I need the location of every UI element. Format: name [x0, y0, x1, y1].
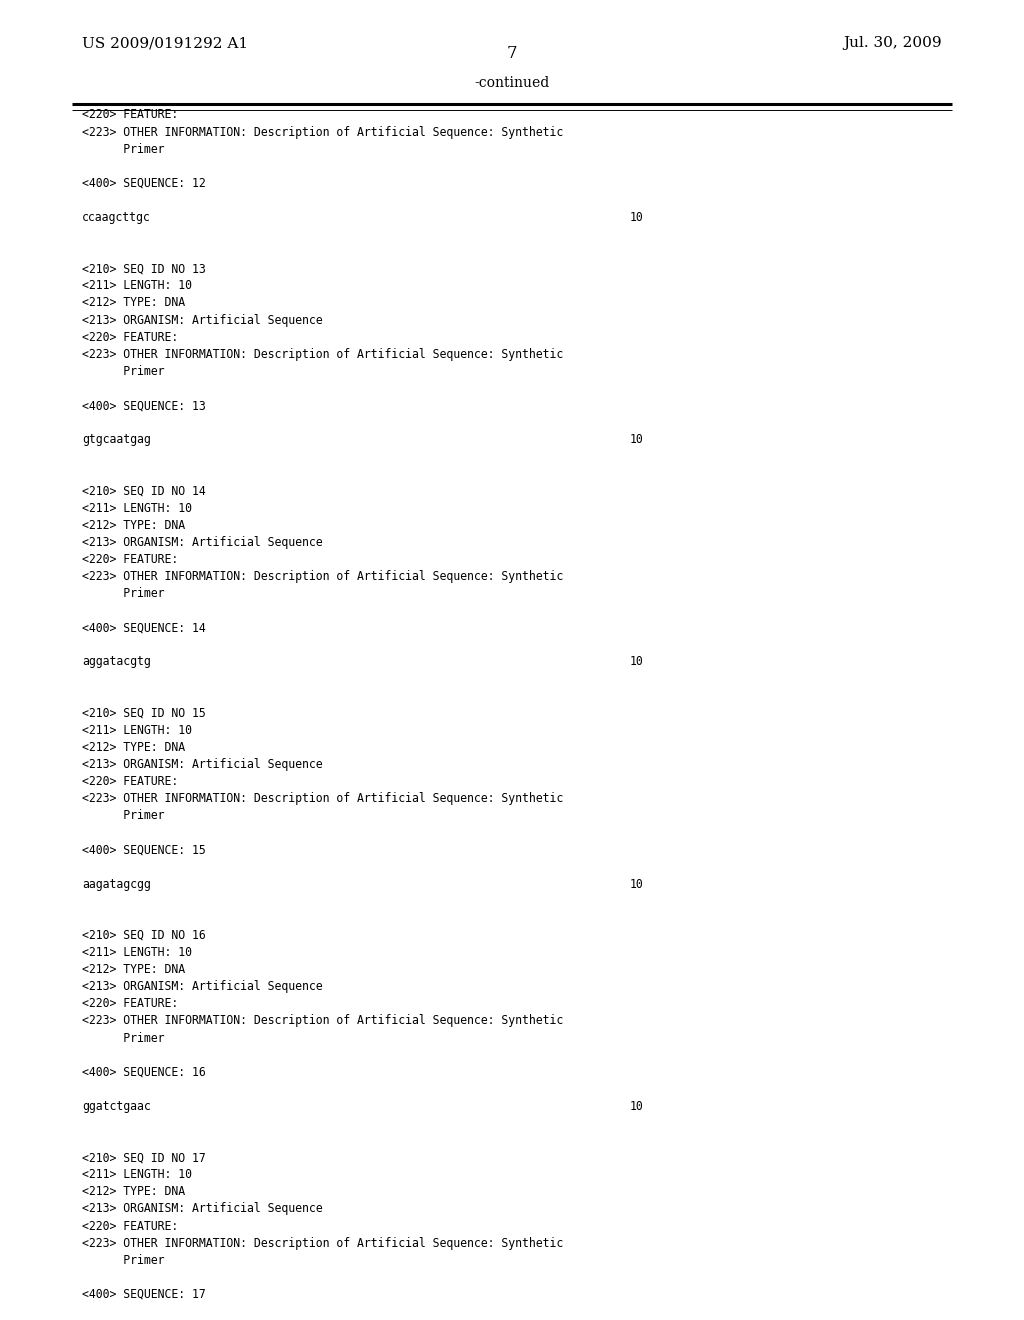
Text: <210> SEQ ID NO 13: <210> SEQ ID NO 13 — [82, 263, 206, 276]
Text: aagatagcgg: aagatagcgg — [82, 878, 151, 891]
Text: <213> ORGANISM: Artificial Sequence: <213> ORGANISM: Artificial Sequence — [82, 981, 323, 993]
Text: <223> OTHER INFORMATION: Description of Artificial Sequence: Synthetic: <223> OTHER INFORMATION: Description of … — [82, 1015, 563, 1027]
Text: 10: 10 — [630, 656, 643, 668]
Text: <213> ORGANISM: Artificial Sequence: <213> ORGANISM: Artificial Sequence — [82, 314, 323, 326]
Text: <400> SEQUENCE: 17: <400> SEQUENCE: 17 — [82, 1288, 206, 1302]
Text: <210> SEQ ID NO 14: <210> SEQ ID NO 14 — [82, 484, 206, 498]
Text: aggatacgtg: aggatacgtg — [82, 656, 151, 668]
Text: <212> TYPE: DNA: <212> TYPE: DNA — [82, 297, 185, 309]
Text: <213> ORGANISM: Artificial Sequence: <213> ORGANISM: Artificial Sequence — [82, 536, 323, 549]
Text: <220> FEATURE:: <220> FEATURE: — [82, 775, 178, 788]
Text: ccaagcttgc: ccaagcttgc — [82, 211, 151, 224]
Text: <211> LENGTH: 10: <211> LENGTH: 10 — [82, 502, 191, 515]
Text: Primer: Primer — [82, 143, 165, 156]
Text: 10: 10 — [630, 433, 643, 446]
Text: <223> OTHER INFORMATION: Description of Artificial Sequence: Synthetic: <223> OTHER INFORMATION: Description of … — [82, 125, 563, 139]
Text: <400> SEQUENCE: 12: <400> SEQUENCE: 12 — [82, 177, 206, 190]
Text: Primer: Primer — [82, 587, 165, 601]
Text: <212> TYPE: DNA: <212> TYPE: DNA — [82, 1185, 185, 1199]
Text: ggatctgaac: ggatctgaac — [82, 1100, 151, 1113]
Text: <220> FEATURE:: <220> FEATURE: — [82, 553, 178, 566]
Text: 10: 10 — [630, 1100, 643, 1113]
Text: <213> ORGANISM: Artificial Sequence: <213> ORGANISM: Artificial Sequence — [82, 1203, 323, 1216]
Text: 10: 10 — [630, 211, 643, 224]
Text: Primer: Primer — [82, 1031, 165, 1044]
Text: <220> FEATURE:: <220> FEATURE: — [82, 331, 178, 343]
Text: gtgcaatgag: gtgcaatgag — [82, 433, 151, 446]
Text: Primer: Primer — [82, 1254, 165, 1267]
Text: <211> LENGTH: 10: <211> LENGTH: 10 — [82, 280, 191, 293]
Text: <223> OTHER INFORMATION: Description of Artificial Sequence: Synthetic: <223> OTHER INFORMATION: Description of … — [82, 570, 563, 583]
Text: 10: 10 — [630, 878, 643, 891]
Text: Jul. 30, 2009: Jul. 30, 2009 — [844, 36, 942, 50]
Text: Primer: Primer — [82, 364, 165, 378]
Text: <220> FEATURE:: <220> FEATURE: — [82, 1220, 178, 1233]
Text: <212> TYPE: DNA: <212> TYPE: DNA — [82, 519, 185, 532]
Text: <210> SEQ ID NO 15: <210> SEQ ID NO 15 — [82, 706, 206, 719]
Text: <400> SEQUENCE: 14: <400> SEQUENCE: 14 — [82, 622, 206, 634]
Text: <220> FEATURE:: <220> FEATURE: — [82, 998, 178, 1010]
Text: <211> LENGTH: 10: <211> LENGTH: 10 — [82, 1168, 191, 1181]
Text: <400> SEQUENCE: 15: <400> SEQUENCE: 15 — [82, 843, 206, 857]
Text: 7: 7 — [507, 45, 517, 62]
Text: <211> LENGTH: 10: <211> LENGTH: 10 — [82, 946, 191, 960]
Text: <223> OTHER INFORMATION: Description of Artificial Sequence: Synthetic: <223> OTHER INFORMATION: Description of … — [82, 1237, 563, 1250]
Text: Primer: Primer — [82, 809, 165, 822]
Text: <213> ORGANISM: Artificial Sequence: <213> ORGANISM: Artificial Sequence — [82, 758, 323, 771]
Text: <400> SEQUENCE: 13: <400> SEQUENCE: 13 — [82, 399, 206, 412]
Text: <220> FEATURE:: <220> FEATURE: — [82, 108, 178, 121]
Text: <223> OTHER INFORMATION: Description of Artificial Sequence: Synthetic: <223> OTHER INFORMATION: Description of … — [82, 347, 563, 360]
Text: <212> TYPE: DNA: <212> TYPE: DNA — [82, 741, 185, 754]
Text: <400> SEQUENCE: 16: <400> SEQUENCE: 16 — [82, 1065, 206, 1078]
Text: <210> SEQ ID NO 16: <210> SEQ ID NO 16 — [82, 929, 206, 942]
Text: <211> LENGTH: 10: <211> LENGTH: 10 — [82, 723, 191, 737]
Text: US 2009/0191292 A1: US 2009/0191292 A1 — [82, 36, 248, 50]
Text: <210> SEQ ID NO 17: <210> SEQ ID NO 17 — [82, 1151, 206, 1164]
Text: <223> OTHER INFORMATION: Description of Artificial Sequence: Synthetic: <223> OTHER INFORMATION: Description of … — [82, 792, 563, 805]
Text: <212> TYPE: DNA: <212> TYPE: DNA — [82, 964, 185, 975]
Text: -continued: -continued — [474, 75, 550, 90]
